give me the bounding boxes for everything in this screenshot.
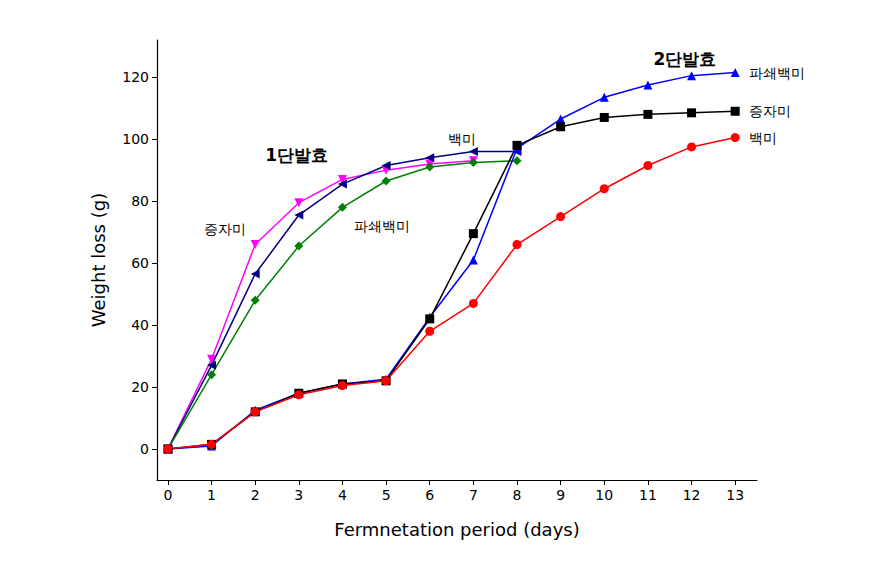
svg-text:6: 6 (425, 487, 434, 503)
svg-text:12: 12 (683, 487, 701, 503)
svg-text:4: 4 (338, 487, 347, 503)
svg-text:7: 7 (469, 487, 478, 503)
svg-text:10: 10 (595, 487, 613, 503)
svg-text:2단발효: 2단발효 (654, 49, 717, 69)
svg-text:2: 2 (251, 487, 260, 503)
svg-text:증자미: 증자미 (749, 103, 791, 119)
svg-text:Fermnetation period (days): Fermnetation period (days) (334, 519, 579, 540)
svg-text:백미: 백미 (749, 130, 777, 146)
svg-text:100: 100 (122, 131, 149, 147)
svg-text:40: 40 (131, 317, 149, 333)
svg-text:Weight loss (g): Weight loss (g) (88, 193, 109, 327)
svg-text:13: 13 (726, 487, 744, 503)
svg-text:3: 3 (294, 487, 303, 503)
svg-text:1: 1 (207, 487, 216, 503)
svg-text:증자미: 증자미 (204, 221, 246, 237)
svg-text:9: 9 (556, 487, 565, 503)
svg-text:5: 5 (382, 487, 391, 503)
svg-text:20: 20 (131, 379, 149, 395)
svg-text:0: 0 (163, 487, 172, 503)
svg-text:11: 11 (639, 487, 657, 503)
svg-text:0: 0 (140, 441, 149, 457)
svg-text:120: 120 (122, 69, 149, 85)
svg-text:80: 80 (131, 193, 149, 209)
svg-text:60: 60 (131, 255, 149, 271)
svg-text:1단발효: 1단발효 (265, 145, 328, 165)
svg-text:8: 8 (513, 487, 522, 503)
svg-text:파쇄백미: 파쇄백미 (354, 218, 410, 234)
svg-text:백미: 백미 (448, 131, 476, 147)
svg-text:파쇄백미: 파쇄백미 (749, 65, 805, 81)
